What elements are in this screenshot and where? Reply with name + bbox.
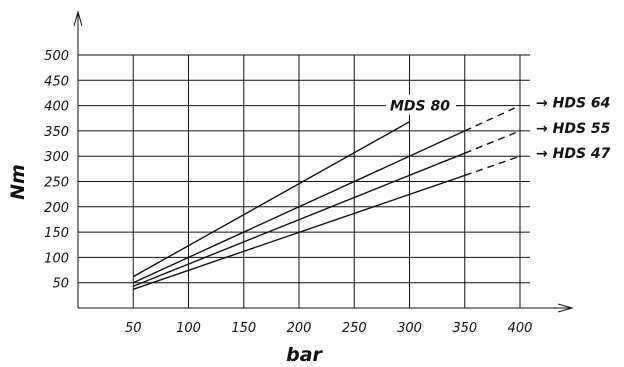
series-line [132,152,466,287]
series-group [132,104,521,290]
y-axis-title: Nm [7,164,29,200]
y-tick-label: 500 [44,49,69,64]
y-tick-label: 400 [44,100,69,115]
series-label-text: → HDS 47 [536,146,611,162]
tick-labels: 50 100 150 200 250 300 350 400 450 500 50 100 150 200… [44,49,532,336]
series-label-text: MDS 80 [390,99,450,115]
series-label-text: → HDS 55 [536,121,611,137]
series-labels: MDS 80 → HDS 64 → HDS 55 → HDS 47 [386,94,611,162]
x-tick-label: 50 [125,321,142,336]
series-line [132,130,466,284]
y-axis-arrow [73,10,83,27]
series-line [133,174,465,290]
y-tick-label: 300 [44,150,69,165]
y-tick-label: 450 [44,74,69,89]
x-tick-label: 300 [397,321,422,336]
y-tick-label: 100 [44,251,69,266]
x-tick-label: 200 [287,321,312,336]
series-label-backing [386,94,456,115]
series-line [132,121,410,278]
x-axis-title: bar [286,344,323,366]
y-tick-label: 250 [44,176,69,191]
y-tick-label: 150 [44,226,69,241]
x-tick-label: 150 [231,321,256,336]
axes [73,10,574,313]
series-label-text: → HDS 64 [536,96,610,112]
x-tick-label: 400 [508,321,533,336]
x-tick-label: 350 [452,321,477,336]
y-tick-label: 50 [52,277,69,292]
x-axis-arrow [557,303,574,313]
series-line-dashed [464,104,521,132]
x-tick-label: 250 [342,321,367,336]
series-line-dashed [464,130,521,154]
y-tick-label: 200 [44,201,69,216]
y-tick-label: 350 [44,125,69,140]
x-tick-label: 100 [176,321,201,336]
series-line-dashed [464,155,521,177]
